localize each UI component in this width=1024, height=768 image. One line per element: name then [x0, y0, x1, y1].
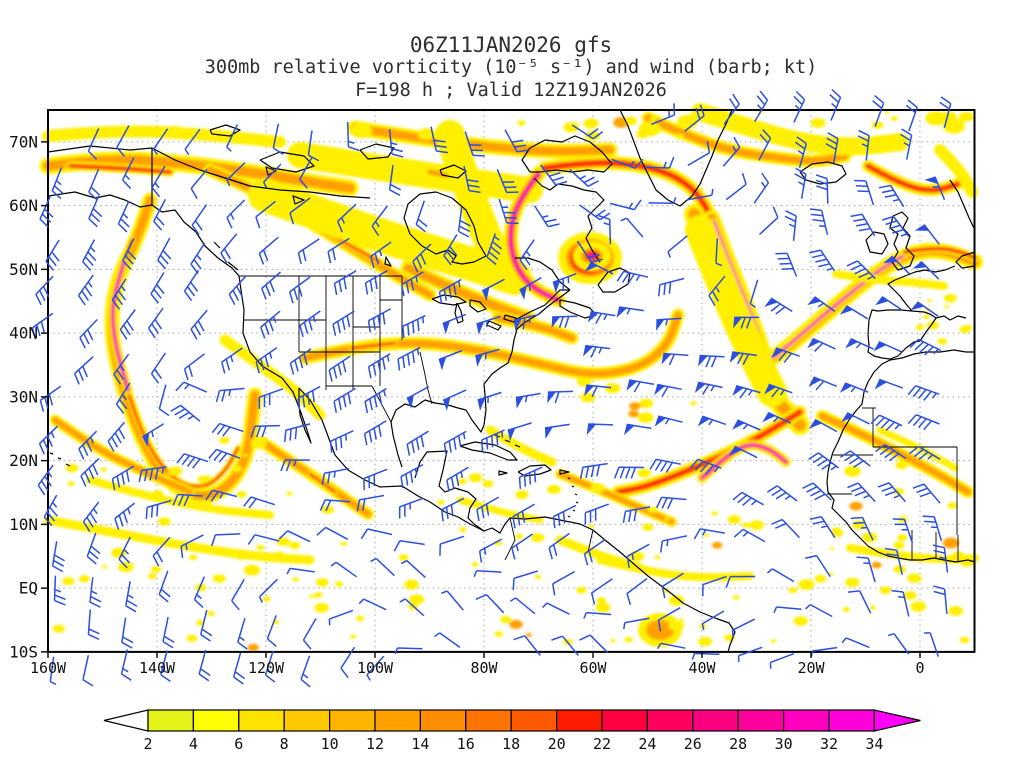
colorbar-below-arrow: [103, 709, 149, 732]
colorbar-tick-label: 10: [321, 735, 339, 753]
colorbar-tick-label: 32: [820, 735, 838, 753]
colorbar-cell: [828, 709, 876, 732]
title-field-line: 300mb relative vorticity (10⁻⁵ s⁻¹) and …: [204, 57, 818, 78]
x-tick-label: 160W: [30, 659, 67, 677]
wind-barbs-layer: [31, 88, 952, 688]
x-tick-label: 140W: [139, 659, 176, 677]
colorbar-cell: [192, 709, 240, 732]
colorbar-tick-label: 34: [865, 735, 883, 753]
colorbar-cell: [419, 709, 467, 732]
y-tick-label: 50N: [9, 260, 38, 279]
colorbar-tick-label: 16: [457, 735, 475, 753]
colorbar-cell: [601, 709, 649, 732]
colorbar-cell: [646, 709, 694, 732]
colorbar-cell: [283, 709, 331, 732]
colorbar-cell: [465, 709, 512, 732]
colorbar-cell: [510, 709, 558, 732]
x-tick-label: 20W: [797, 659, 825, 677]
colorbar-tick-label: 18: [502, 735, 520, 753]
x-tick-label: 60W: [579, 659, 607, 677]
colorbar-tick-label: 14: [411, 735, 429, 753]
x-tick-label: 120W: [248, 659, 285, 677]
colorbar-cell: [147, 709, 195, 732]
colorbar-tick-label: 24: [638, 735, 656, 753]
y-tick-label: 70N: [9, 132, 38, 151]
colorbar-above-arrow: [873, 709, 921, 732]
colorbar-tick-label: 30: [775, 735, 793, 753]
colorbar-tick-label: 2: [143, 735, 152, 753]
y-tick-label: 20N: [9, 451, 38, 470]
colorbar: 2 4 6 8 10 12 14 16 18 20 22 24 26 28 30 32 34: [103, 709, 921, 753]
y-tick-label: 60N: [9, 196, 38, 215]
colorbar-tick-label: 12: [366, 735, 384, 753]
colorbar-cell: [374, 709, 422, 732]
map-frame: [47, 109, 976, 653]
y-tick-label: 10S: [9, 642, 38, 661]
y-tick-label: EQ: [19, 579, 38, 598]
colorbar-cell: [737, 709, 785, 732]
y-tick-label: 40N: [9, 324, 38, 343]
x-tick-label: 100W: [357, 659, 394, 677]
title-init-model: 06Z11JAN2026 gfs: [409, 33, 613, 57]
x-tick-label: 40W: [688, 659, 716, 677]
colorbar-cell: [329, 709, 376, 732]
colorbar-tick-label: 8: [280, 735, 289, 753]
x-tick-label: 80W: [470, 659, 498, 677]
colorbar-cell: [692, 709, 739, 732]
colorbar-tick-label: 22: [593, 735, 611, 753]
political-borders-layer: [239, 275, 959, 562]
colorbar-cell: [782, 709, 830, 732]
colorbar-tick-label: 4: [189, 735, 198, 753]
colorbar-tick-label: 26: [684, 735, 702, 753]
colorbar-tick-label: 6: [234, 735, 243, 753]
y-tick-label: 30N: [9, 387, 38, 406]
x-tick-label: 0: [915, 659, 924, 677]
colorbar-tick-label: 20: [548, 735, 566, 753]
colorbar-tick-label: 28: [729, 735, 747, 753]
title-valid-line: F=198 h ; Valid 12Z19JAN2026: [355, 80, 667, 101]
colorbar-cell: [555, 709, 603, 732]
y-tick-label: 10N: [9, 515, 38, 534]
colorbar-cell: [238, 709, 285, 732]
vorticity-shading-layer: [39, 103, 983, 652]
